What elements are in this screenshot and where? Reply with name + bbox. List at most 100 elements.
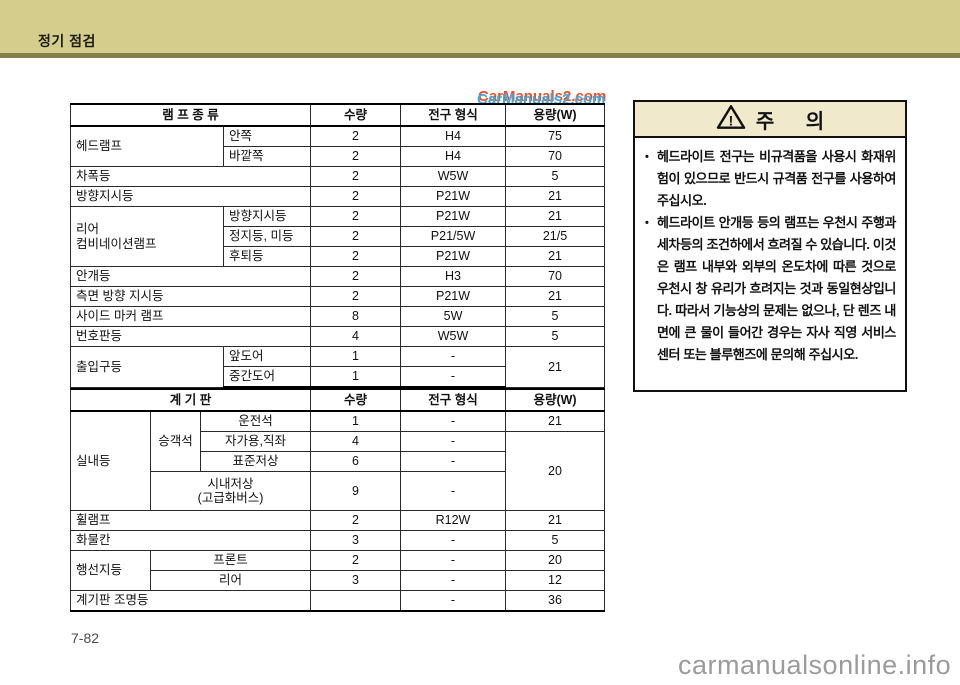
table-cell: 2 bbox=[310, 146, 402, 167]
table-cell: 승객석 bbox=[150, 410, 201, 472]
caution-item: 헤드라이트 전구는 비규격품을 사용시 화재위험이 있으므로 반드시 규격품 전… bbox=[644, 146, 896, 212]
caution-item: 헤드라이트 안개등 등의 램프는 우천시 주행과 세차등의 조건하에서 흐려질 … bbox=[644, 212, 896, 366]
table-cell: 화물칸 bbox=[70, 530, 311, 551]
table-row: 출입구등 앞도어 1 - 21 bbox=[70, 346, 606, 388]
table-row: 자가용,직좌 4 - 20 bbox=[71, 431, 605, 511]
table-cell: 5 bbox=[505, 306, 606, 327]
table-cell: 정지등, 미등 bbox=[222, 226, 312, 247]
table-row: 사이드 마커 램프 8 5W 5 bbox=[69, 306, 606, 327]
table-cell: 9 bbox=[310, 471, 401, 511]
table-cell: 리어 컴비네이션램프 bbox=[70, 206, 224, 267]
table-cell: W5W bbox=[400, 166, 507, 187]
table-cell: H3 bbox=[400, 266, 507, 287]
table-cell: 21 bbox=[505, 286, 606, 307]
table-cell: 방향지시등 bbox=[222, 206, 312, 227]
table-cell: 안쪽 bbox=[222, 125, 312, 147]
table-cell: 중간도어 bbox=[222, 366, 312, 388]
table-cell: 2 bbox=[310, 186, 402, 207]
table-cell: 5 bbox=[505, 166, 606, 187]
table-cell: - bbox=[400, 366, 507, 388]
table-cell: 출입구등 bbox=[70, 346, 224, 388]
table-cell: - bbox=[400, 410, 506, 432]
table-cell: - bbox=[400, 431, 506, 452]
table-row: 표준저상 6 - bbox=[71, 451, 605, 472]
table-cell: P21W bbox=[400, 246, 507, 267]
table-cell: 차폭등 bbox=[69, 166, 312, 187]
table-cell: 시내저상 (고급화버스) bbox=[150, 471, 311, 511]
table-row: 번호판등 4 W5W 5 bbox=[69, 326, 606, 347]
table-cell: 행선지등 bbox=[70, 550, 151, 591]
table-cell: P21W bbox=[400, 286, 507, 307]
table-cell: 1 bbox=[310, 346, 402, 367]
table-cell: 휠램프 bbox=[70, 510, 311, 531]
table-row: 측면 방향 지시등 2 P21W 21 bbox=[69, 286, 606, 307]
table-row: 행선지등 프론트 2 - 20 bbox=[70, 550, 605, 591]
table-cell: 36 bbox=[505, 590, 605, 612]
column-header: 계 기 판 bbox=[70, 388, 311, 412]
table-cell: 1 bbox=[310, 410, 401, 432]
table-cell: 자가용,직좌 bbox=[200, 431, 311, 452]
table-header-row: 램 프 종 류 수량 전구 형식 용량(W) bbox=[69, 103, 606, 127]
page-header-band bbox=[0, 0, 960, 53]
column-header: 용량(W) bbox=[505, 388, 605, 412]
table-cell: 2 bbox=[310, 125, 402, 147]
table-cell: 21 bbox=[505, 410, 605, 432]
table-cell: 8 bbox=[310, 306, 402, 327]
table-row: 계기판 조명등 - 36 bbox=[70, 590, 605, 612]
table-cell: 2 bbox=[310, 246, 402, 267]
table-cell: 21 bbox=[505, 346, 606, 388]
table-cell: 방향지시등 bbox=[69, 186, 312, 207]
table-cell: P21W bbox=[400, 206, 507, 227]
lamp-spec-table: 램 프 종 류 수량 전구 형식 용량(W) 헤드램프 안쪽 2 H4 75 바… bbox=[69, 103, 606, 388]
table-cell: 70 bbox=[505, 146, 606, 167]
table-cell: 계기판 조명등 bbox=[70, 590, 311, 612]
table-cell: 2 bbox=[310, 266, 402, 287]
caution-box: ! 주 의 헤드라이트 전구는 비규격품을 사용시 화재위험이 있으므로 반드시… bbox=[633, 100, 907, 392]
table-cell: 21/5 bbox=[505, 226, 606, 247]
table-cell: 헤드램프 bbox=[70, 125, 224, 167]
table-row: 바깥쪽 2 H4 70 bbox=[71, 146, 606, 167]
table-cell: 3 bbox=[310, 570, 401, 591]
table-cell: 2 bbox=[310, 510, 401, 531]
table-cell: R12W bbox=[400, 510, 506, 531]
caution-title: 주 의 bbox=[755, 110, 825, 133]
page-number: 7-82 bbox=[71, 630, 100, 646]
column-header: 전구 형식 bbox=[400, 103, 507, 127]
table-cell: 후퇴등 bbox=[222, 246, 312, 267]
table-cell: - bbox=[400, 451, 506, 472]
table-row: 리어 컴비네이션램프 방향지시등 2 P21W 21 bbox=[70, 206, 606, 267]
table-cell: 안개등 bbox=[69, 266, 312, 287]
table-cell: 5 bbox=[505, 326, 606, 347]
table-header-row: 계 기 판 수량 전구 형식 용량(W) bbox=[70, 388, 605, 412]
column-header: 용량(W) bbox=[505, 103, 606, 127]
table-cell: 1 bbox=[310, 366, 402, 388]
table-row: 중간도어 1 - bbox=[71, 366, 605, 388]
table-row: 차폭등 2 W5W 5 bbox=[69, 166, 606, 187]
table-row: 헤드램프 안쪽 2 H4 75 bbox=[70, 125, 606, 167]
table-cell: 실내등 bbox=[70, 410, 151, 511]
table-cell: 12 bbox=[505, 570, 605, 591]
table-cell: - bbox=[400, 346, 507, 367]
table-cell: 21 bbox=[505, 186, 606, 207]
table-cell: P21/5W bbox=[400, 226, 507, 247]
table-cell: - bbox=[400, 570, 506, 591]
table-cell: 21 bbox=[505, 206, 606, 227]
table-cell: 2 bbox=[310, 226, 402, 247]
caution-list: 헤드라이트 전구는 비규격품을 사용시 화재위험이 있으므로 반드시 규격품 전… bbox=[644, 146, 896, 366]
watermark-bottom: carmanualsonline.info bbox=[678, 650, 952, 680]
table-cell: 6 bbox=[310, 451, 401, 472]
column-header: 수량 bbox=[310, 103, 402, 127]
table-row: 리어 3 - 12 bbox=[71, 570, 605, 591]
table-cell: 5 bbox=[505, 530, 605, 551]
table-cell: 앞도어 bbox=[222, 346, 312, 367]
table-cell: - bbox=[400, 590, 506, 612]
table-cell: 운전석 bbox=[200, 410, 311, 432]
table-row: 시내저상 (고급화버스) 9 - bbox=[71, 471, 605, 511]
table-cell: - bbox=[400, 550, 506, 571]
table-cell: - bbox=[400, 471, 506, 511]
table-cell: 4 bbox=[310, 431, 401, 452]
table-cell bbox=[310, 590, 401, 612]
column-header: 램 프 종 류 bbox=[69, 103, 312, 127]
table-row: 실내등 승객석 운전석 1 - 21 bbox=[70, 410, 605, 511]
table-cell: 측면 방향 지시등 bbox=[69, 286, 312, 307]
